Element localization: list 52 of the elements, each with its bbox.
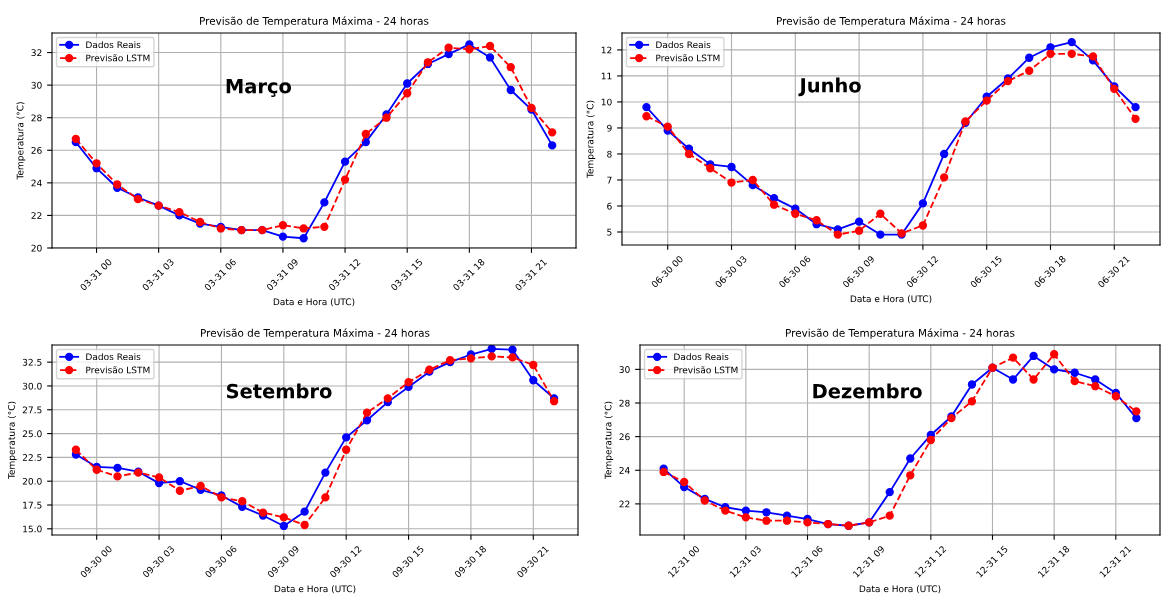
y-tick-label: 22 bbox=[619, 500, 630, 508]
chart-title: Previsão de Temperatura Máxima - 24 horas bbox=[201, 328, 430, 339]
y-tick-label: 30 bbox=[31, 81, 42, 89]
legend-label: Dados Reais bbox=[674, 353, 729, 361]
y-tick-label: 32 bbox=[31, 49, 42, 57]
chart-title: Previsão de Temperatura Máxima - 24 horas bbox=[777, 16, 1006, 27]
y-axis-title: Temperatura (°C) bbox=[7, 401, 17, 480]
y-tick-label: 8 bbox=[607, 150, 612, 158]
y-tick-label: 28 bbox=[31, 114, 42, 122]
annotation: Dezembro bbox=[813, 383, 922, 399]
y-tick-label: 27.5 bbox=[22, 406, 42, 414]
y-tick-label: 30.0 bbox=[22, 382, 42, 390]
x-axis-title: Data e Hora (UTC) bbox=[273, 298, 355, 307]
y-tick-label: 30 bbox=[619, 366, 630, 373]
y-tick-label: 25.0 bbox=[22, 430, 42, 438]
y-tick-label: 17.5 bbox=[23, 501, 42, 509]
y-tick-label: 15.0 bbox=[23, 525, 42, 533]
legend-label: Previsão LSTM bbox=[674, 366, 738, 374]
y-tick-label: 10 bbox=[601, 98, 612, 106]
y-tick-label: 12 bbox=[601, 46, 612, 54]
y-tick-label: 22.5 bbox=[22, 454, 42, 461]
legend-label: Dados Reais bbox=[86, 353, 141, 361]
legend-label: Previsão LSTM bbox=[86, 366, 150, 374]
y-tick-label: 26 bbox=[619, 433, 630, 441]
y-axis-title: Temperatura (°C) bbox=[586, 100, 596, 179]
legend-label: Previsão LSTM bbox=[656, 54, 720, 62]
y-tick-label: 22 bbox=[31, 212, 42, 219]
y-tick-label: 5 bbox=[607, 228, 612, 236]
chart-title: Previsão de Temperatura Máxima - 24 horas bbox=[200, 16, 429, 27]
annotation: Março bbox=[226, 79, 292, 98]
annotation: Setembro bbox=[226, 383, 332, 399]
y-tick-label: 6 bbox=[607, 202, 612, 210]
y-tick-label: 32.5 bbox=[22, 358, 42, 366]
legend-label: Dados Reais bbox=[86, 41, 141, 49]
y-axis-title: Temperatura (°C) bbox=[604, 401, 614, 480]
annotation: Junho bbox=[798, 77, 861, 97]
x-axis-title: Data e Hora (UTC) bbox=[850, 295, 932, 304]
y-tick-label: 9 bbox=[607, 124, 612, 132]
y-tick-label: 20.0 bbox=[22, 477, 42, 485]
legend-label: Dados Reais bbox=[656, 41, 711, 49]
y-tick-label: 26 bbox=[31, 147, 42, 154]
x-axis-title: Data e Hora (UTC) bbox=[274, 585, 356, 594]
y-axis-title: Temperatura (°C) bbox=[16, 102, 26, 180]
y-tick-label: 11 bbox=[601, 72, 612, 80]
chart-title: Previsão de Temperatura Máxima - 24 horas bbox=[786, 328, 1015, 339]
y-tick-label: 24 bbox=[31, 179, 42, 187]
y-tick-label: 7 bbox=[607, 176, 612, 184]
legend-label: Previsão LSTM bbox=[86, 54, 150, 62]
y-tick-label: 20 bbox=[31, 244, 42, 252]
y-tick-label: 28 bbox=[619, 399, 630, 407]
x-axis-title: Data e Hora (UTC) bbox=[859, 585, 941, 594]
y-tick-label: 24 bbox=[619, 467, 630, 474]
